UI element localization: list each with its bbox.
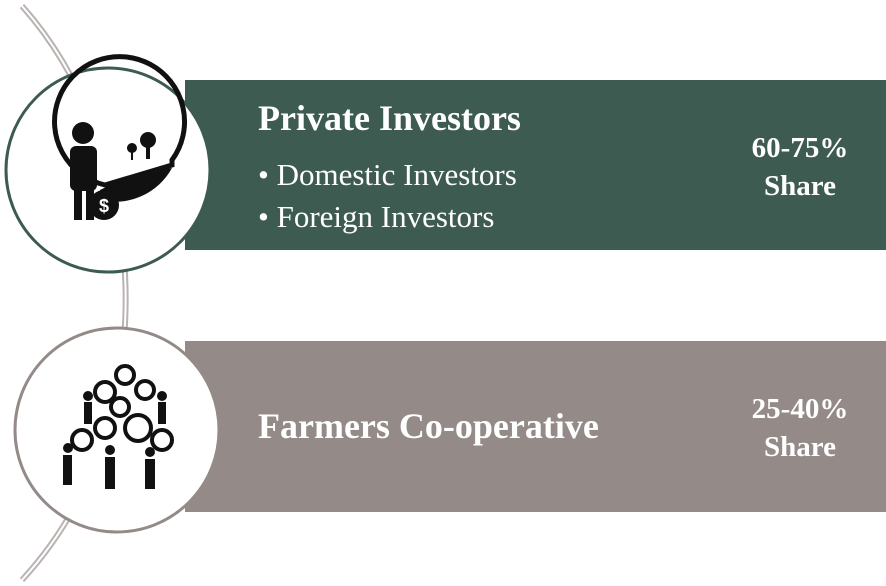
- item-bullet: • Foreign Investors: [258, 199, 494, 234]
- item-share: 60-75%: [752, 132, 849, 164]
- item-share-label: Share: [764, 431, 836, 463]
- item-title: Farmers Co-operative: [258, 406, 599, 446]
- item-share-label: Share: [764, 170, 836, 202]
- investor-icon: $: [52, 54, 188, 220]
- icon-circle: [13, 326, 221, 534]
- cooperative-icon: [63, 364, 174, 489]
- item-share: 25-40%: [752, 393, 849, 425]
- item-bullet: • Domestic Investors: [258, 157, 517, 192]
- band-farmers: [185, 341, 886, 512]
- item-title: Private Investors: [258, 98, 521, 138]
- svg-text:$: $: [99, 196, 109, 216]
- band-private: [185, 80, 886, 250]
